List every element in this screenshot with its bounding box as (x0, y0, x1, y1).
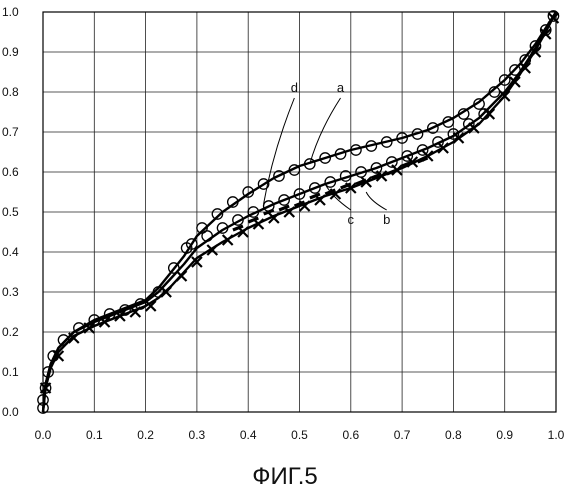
grid (43, 12, 556, 412)
y-tick-label: 0.2 (2, 325, 19, 339)
annotation-label-a: a (337, 80, 345, 95)
figure-caption: ФИГ.5 (0, 463, 570, 491)
x-tick-label: 0.5 (291, 428, 308, 442)
y-tick-label: 0.1 (2, 365, 19, 379)
x-tick-label: 0.7 (394, 428, 411, 442)
x-tick-label: 1.0 (548, 428, 565, 442)
annotation-leader-d (264, 98, 295, 204)
x-tick-label: 0.9 (496, 428, 513, 442)
tick-labels: 0.0 0.1 0.2 0.3 0.4 0.5 0.6 0.7 0.8 0.9 1.0 0.0 0.1 0… (2, 5, 565, 442)
x-tick-label: 0.0 (35, 428, 52, 442)
y-tick-label: 0.8 (2, 85, 19, 99)
y-tick-label: 0.6 (2, 165, 19, 179)
annotation-label-b: b (383, 212, 390, 227)
x-tick-label: 0.4 (240, 428, 257, 442)
x-tick-label: 0.6 (342, 428, 359, 442)
y-tick-label: 0.5 (2, 205, 19, 219)
y-tick-label: 0.0 (2, 405, 19, 419)
series-b-point (177, 271, 187, 281)
annotation-label-d: d (291, 80, 298, 95)
y-tick-label: 0.7 (2, 125, 19, 139)
series-b-point (484, 109, 494, 119)
annotation-leader-b (366, 192, 387, 210)
x-tick-label: 0.2 (137, 428, 154, 442)
x-tick-label: 0.8 (445, 428, 462, 442)
y-tick-label: 0.9 (2, 45, 19, 59)
y-tick-label: 0.4 (2, 245, 19, 259)
annotation-label-c: c (348, 212, 355, 227)
x-tick-label: 0.1 (86, 428, 103, 442)
y-tick-label: 0.3 (2, 285, 19, 299)
y-tick-label: 1.0 (2, 5, 19, 19)
x-tick-label: 0.3 (189, 428, 206, 442)
